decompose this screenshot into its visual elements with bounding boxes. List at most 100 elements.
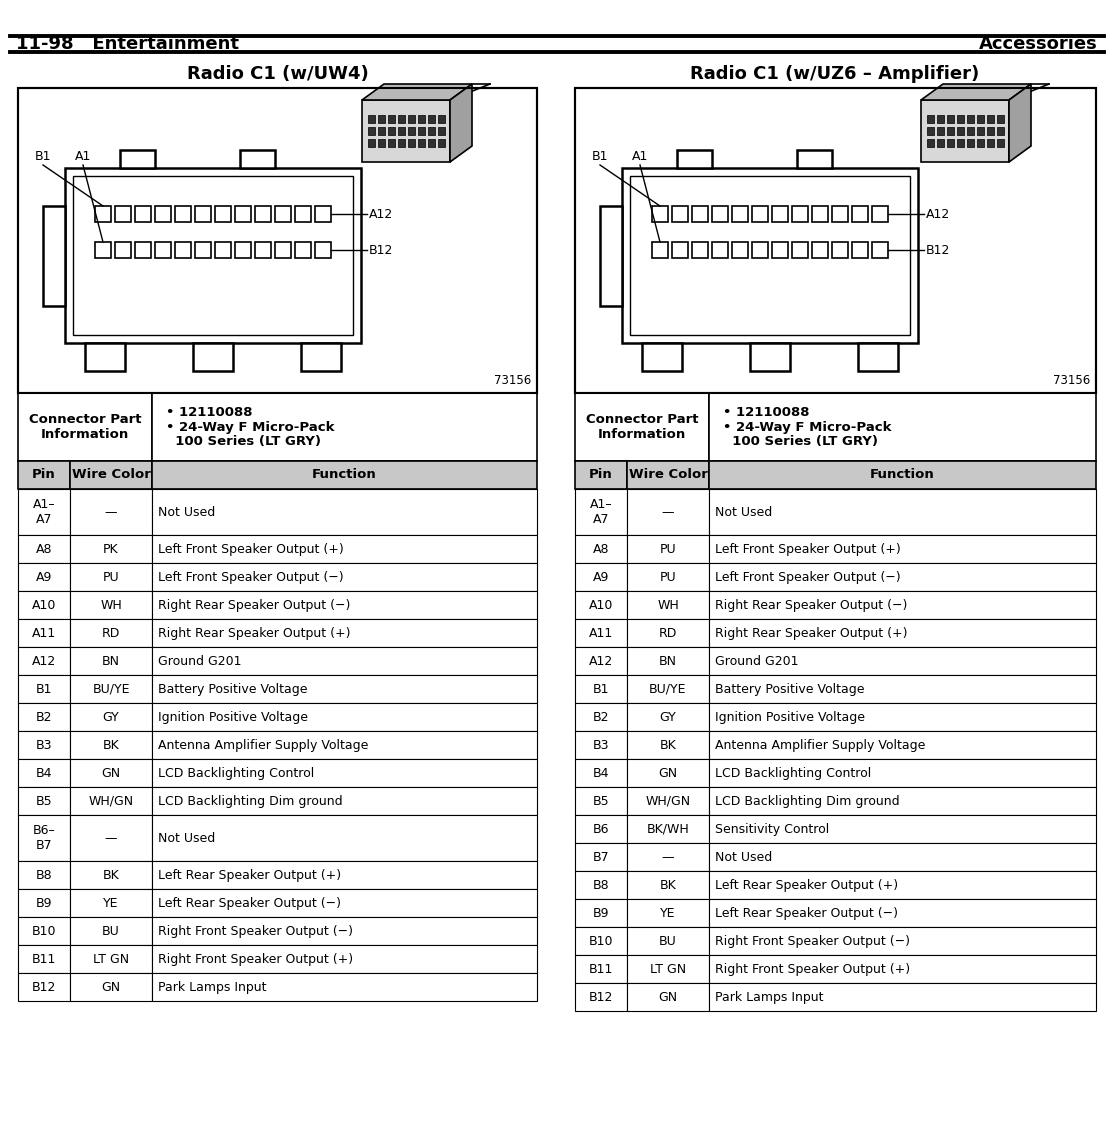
Bar [792, 242, 808, 258]
Bar [627, 489, 709, 535]
Text: BU/YE: BU/YE [92, 683, 129, 695]
Text: B12: B12 [32, 980, 56, 994]
Text: Right Rear Speaker Output (+): Right Rear Speaker Output (+) [158, 627, 351, 640]
Bar [18, 648, 70, 675]
Text: Right Front Speaker Output (−): Right Front Speaker Output (−) [158, 925, 353, 938]
Bar [295, 206, 311, 222]
Bar [832, 242, 848, 258]
Bar [575, 592, 627, 619]
Bar [709, 844, 1096, 871]
Text: Not Used: Not Used [715, 850, 772, 864]
Bar [709, 461, 1096, 489]
Text: B2: B2 [593, 710, 609, 724]
Bar [18, 535, 70, 563]
Bar [18, 731, 70, 759]
Bar [18, 461, 70, 489]
Bar [255, 206, 271, 222]
Text: Ignition Positive Voltage: Ignition Positive Voltage [158, 710, 307, 724]
Bar [967, 127, 974, 135]
Bar [575, 489, 627, 535]
Bar [70, 563, 152, 592]
Bar [152, 731, 537, 759]
Text: B9: B9 [36, 897, 52, 910]
Text: —: — [105, 506, 117, 519]
Bar [709, 899, 1096, 927]
Bar [388, 127, 394, 135]
Bar [378, 115, 384, 123]
Bar [235, 242, 251, 258]
Text: 11-98   Entertainment: 11-98 Entertainment [16, 35, 240, 52]
Text: Ignition Positive Voltage: Ignition Positive Voltage [715, 710, 864, 724]
Text: B8: B8 [593, 879, 609, 891]
Bar [70, 592, 152, 619]
Text: Not Used: Not Used [158, 832, 215, 845]
Bar [438, 115, 444, 123]
Bar [575, 983, 627, 1011]
Text: Not Used: Not Used [715, 506, 772, 519]
Bar [152, 489, 537, 535]
Text: • 12110088
• 24-Way F Micro-Pack
  100 Series (LT GRY): • 12110088 • 24-Way F Micro-Pack 100 Ser… [723, 406, 891, 448]
Bar [947, 139, 954, 147]
Bar [18, 918, 70, 945]
Bar [70, 461, 152, 489]
Bar [70, 675, 152, 703]
Text: Right Rear Speaker Output (+): Right Rear Speaker Output (+) [715, 627, 908, 640]
Text: WH/GN: WH/GN [88, 795, 134, 808]
Bar [70, 788, 152, 815]
Bar [627, 871, 709, 899]
Text: A1: A1 [632, 150, 648, 163]
Bar [709, 731, 1096, 759]
Text: A12: A12 [589, 654, 613, 668]
Bar [70, 974, 152, 1001]
Bar [388, 139, 394, 147]
Bar [709, 815, 1096, 844]
Bar [977, 127, 984, 135]
Bar [575, 393, 709, 461]
Text: Radio C1 (w/UZ6 – Amplifier): Radio C1 (w/UZ6 – Amplifier) [691, 65, 979, 83]
Bar [275, 206, 291, 222]
Text: B4: B4 [593, 767, 609, 780]
Text: Pin: Pin [32, 469, 56, 481]
Bar [627, 815, 709, 844]
Text: Antenna Amplifier Supply Voltage: Antenna Amplifier Supply Voltage [715, 739, 926, 751]
Bar [927, 127, 934, 135]
Bar [43, 205, 65, 306]
Bar [120, 150, 155, 168]
Text: PU: PU [659, 571, 676, 584]
Bar [418, 127, 424, 135]
Bar [709, 563, 1096, 592]
Text: BN: BN [102, 654, 120, 668]
Bar [937, 139, 944, 147]
Bar [575, 703, 627, 731]
Text: A10: A10 [32, 598, 56, 612]
Text: BK/WH: BK/WH [646, 823, 690, 836]
Bar [575, 535, 627, 563]
Bar [18, 675, 70, 703]
Bar [772, 242, 788, 258]
Bar [152, 619, 537, 648]
Bar [152, 703, 537, 731]
Text: B12: B12 [369, 244, 393, 256]
Text: Left Rear Speaker Output (−): Left Rear Speaker Output (−) [715, 906, 898, 920]
Bar [709, 927, 1096, 955]
Bar [792, 206, 808, 222]
Text: B1: B1 [36, 683, 52, 695]
Bar [575, 563, 627, 592]
Text: Function: Function [870, 469, 935, 481]
Bar [627, 955, 709, 983]
Bar [388, 115, 394, 123]
Bar [398, 115, 404, 123]
Text: LCD Backlighting Control: LCD Backlighting Control [715, 767, 871, 780]
Text: Accessories: Accessories [979, 35, 1098, 52]
Bar [832, 206, 848, 222]
Bar [368, 139, 374, 147]
Bar [627, 731, 709, 759]
Bar [812, 206, 828, 222]
Text: LCD Backlighting Dim ground: LCD Backlighting Dim ground [158, 795, 343, 808]
Bar [155, 242, 172, 258]
Text: Park Lamps Input: Park Lamps Input [715, 991, 823, 1003]
Text: PK: PK [104, 543, 119, 555]
Bar [712, 206, 729, 222]
Bar [18, 889, 70, 918]
Text: RD: RD [101, 627, 120, 640]
